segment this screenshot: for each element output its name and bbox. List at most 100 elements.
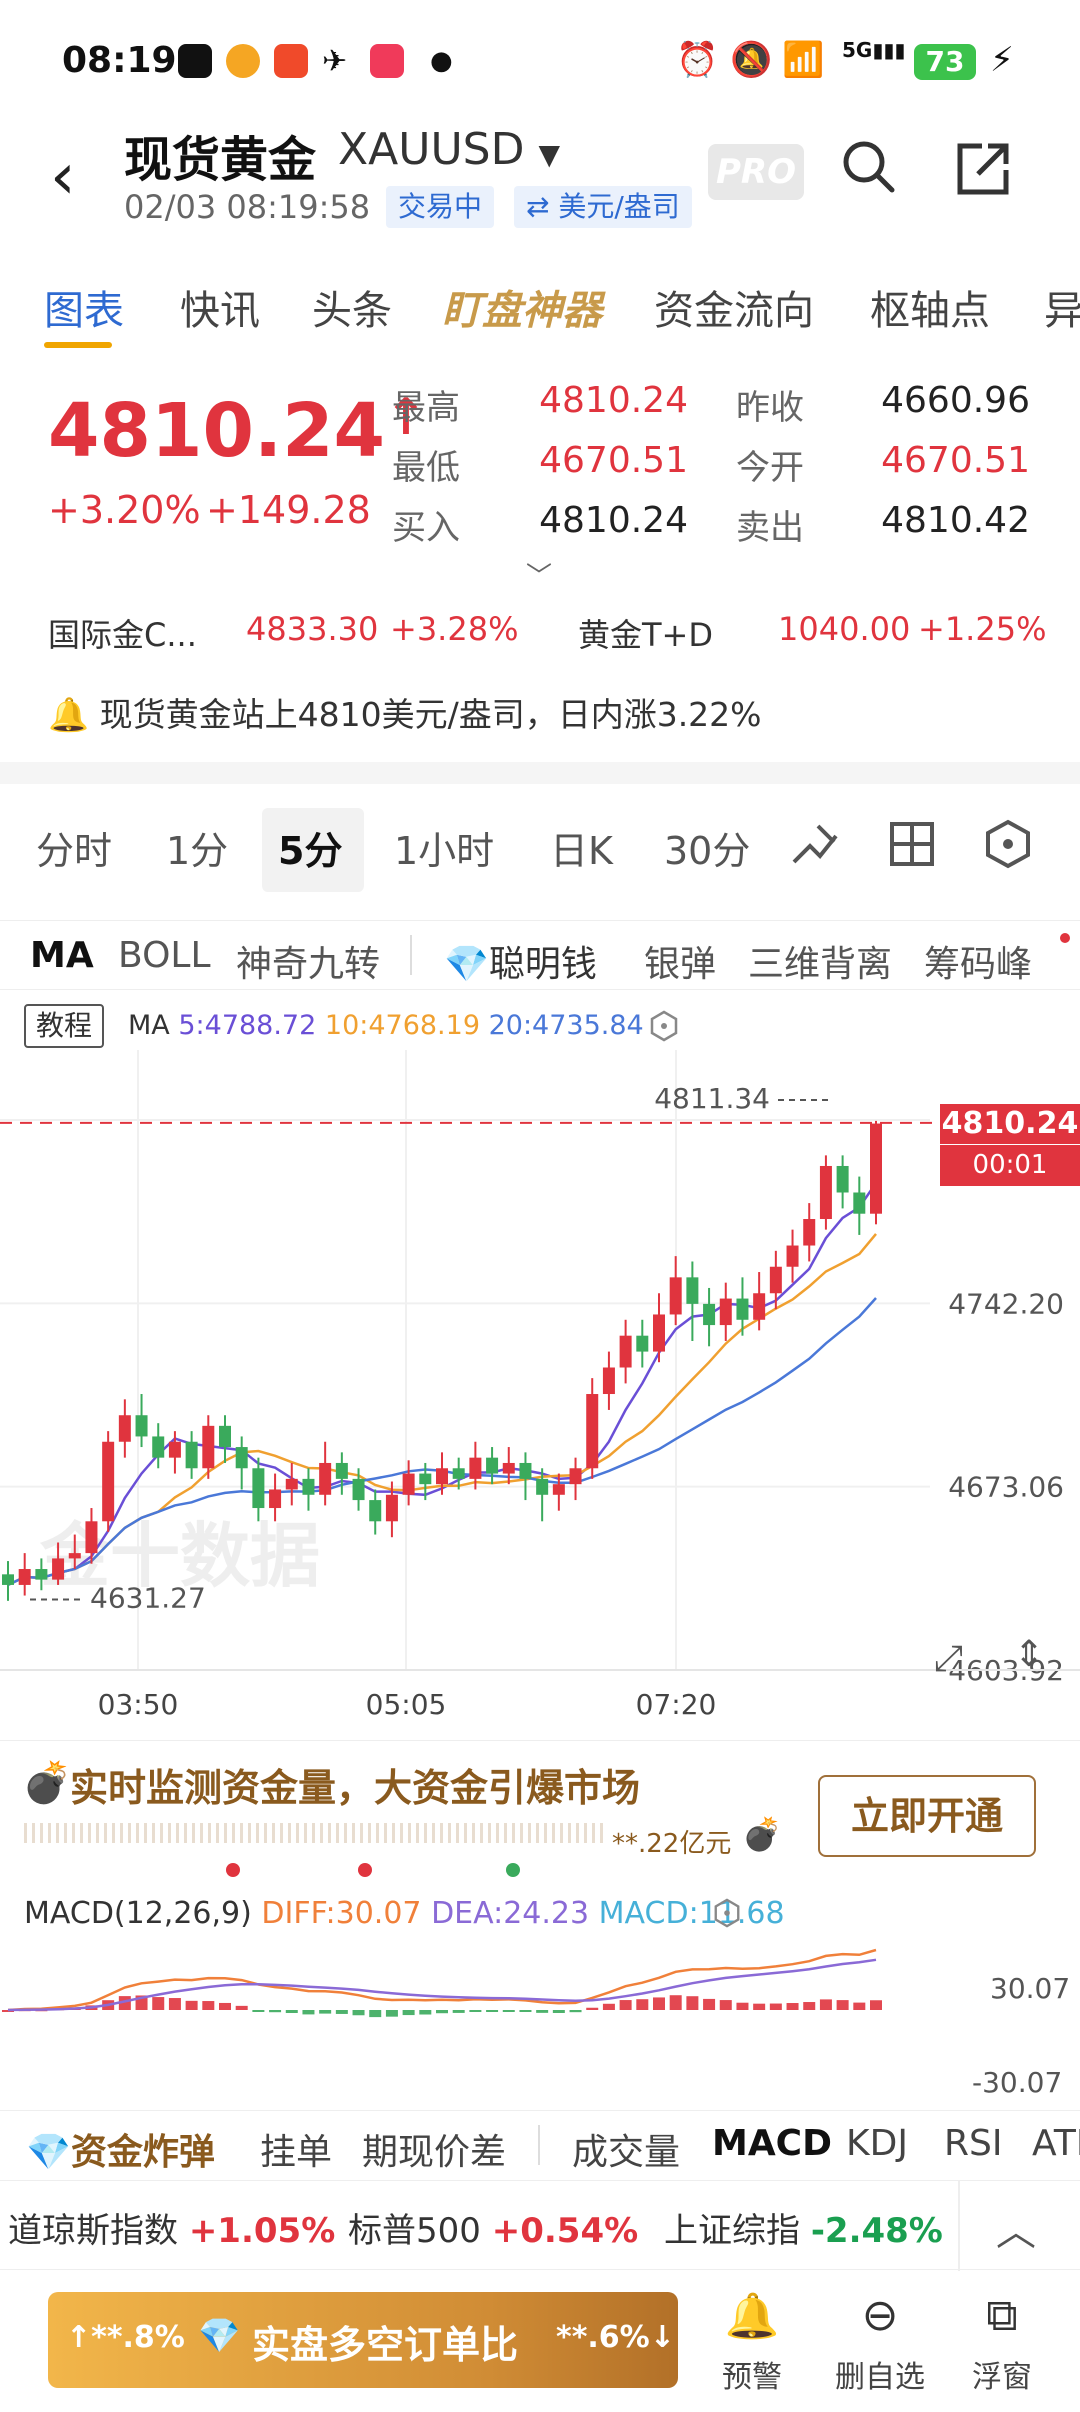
- basketball-app-icon: [226, 44, 260, 78]
- candle-body: [870, 1123, 882, 1214]
- diamond-icon: 💎: [198, 2316, 241, 2356]
- macd-settings-icon[interactable]: [712, 1898, 742, 1932]
- tab-divider: [538, 2125, 540, 2165]
- macd-y-bottom: -30.07: [972, 2066, 1063, 2099]
- ma5-value: 5:4788.72: [178, 1010, 317, 1041]
- candle-body: [319, 1462, 332, 1495]
- ma20-value: 20:4735.84: [488, 1010, 644, 1041]
- sub-tab-atr[interactable]: ATR: [1032, 2123, 1080, 2164]
- nav-float-window[interactable]: ⧉ 浮窗: [952, 2290, 1052, 2396]
- low-label: 最低: [392, 448, 460, 488]
- sub-tab-capital-bomb[interactable]: 💎资金炸弹: [26, 2123, 215, 2175]
- ind-tab-divergence[interactable]: 三维背离: [748, 944, 893, 985]
- macd-bar: [302, 2010, 315, 2015]
- search-icon[interactable]: [838, 136, 900, 202]
- period-tab-1m[interactable]: 1分: [166, 829, 229, 873]
- kline-svg[interactable]: 4811.344742.204673.064603.9203:5005:0507…: [0, 990, 1080, 1740]
- expand-chevron-icon[interactable]: ﹀: [526, 562, 553, 592]
- sub-tab-volume[interactable]: 成交量: [572, 2132, 681, 2173]
- candle-body: [636, 1335, 649, 1352]
- sub-tab-basis[interactable]: 期现价差: [362, 2132, 507, 2173]
- banner-amount: **.22亿元: [612, 1829, 732, 1859]
- capital-monitor-banner[interactable]: 💣 实时监测资金量，大资金引爆市场 **.22亿元 💣 立即开通: [0, 1740, 1080, 1880]
- related1-name[interactable]: 国际金C...: [48, 616, 197, 654]
- related2-name[interactable]: 黄金T+D: [578, 616, 714, 654]
- layout-grid-icon[interactable]: [888, 820, 936, 872]
- candle-body: [803, 1219, 816, 1246]
- tutorial-button[interactable]: 教程: [24, 1004, 104, 1048]
- ma-settings-icon[interactable]: [648, 1010, 680, 1046]
- open-value: 4670.51: [881, 440, 1030, 481]
- macd-bar: [252, 2010, 265, 2012]
- long-ratio: ↑**.8%: [66, 2320, 185, 2355]
- ind-tab-smart-money[interactable]: 💎聪明钱: [444, 935, 597, 987]
- tab-chart[interactable]: 图表: [44, 288, 124, 334]
- ind-tab-td9[interactable]: 神奇九转: [236, 944, 381, 985]
- ind-tab-ma[interactable]: MA: [30, 935, 94, 976]
- alert-bell-icon: 🔔: [724, 2291, 780, 2342]
- collapse-chevron-icon[interactable]: ︿: [996, 2209, 1036, 2255]
- macd-bar: [335, 2010, 348, 2014]
- banner-bomb-small-icon: 💣: [742, 1815, 782, 1853]
- settings-hexagon-icon[interactable]: [982, 818, 1034, 874]
- ind-tab-chip[interactable]: 筹码峰: [924, 944, 1033, 985]
- kline-chart[interactable]: 4811.344742.204673.064603.9203:5005:0507…: [0, 990, 1080, 1740]
- tab-headlines[interactable]: 头条: [312, 288, 392, 334]
- back-icon[interactable]: ‹: [50, 140, 76, 214]
- period-tab-30m[interactable]: 30分: [664, 829, 751, 873]
- pro-button[interactable]: PRO: [708, 144, 804, 200]
- ind-tab-silver-bullet[interactable]: 银弹: [644, 944, 717, 985]
- share-icon[interactable]: [952, 138, 1014, 204]
- vertical-resize-icon[interactable]: ⇕: [1014, 1634, 1045, 1675]
- prev-close-value: 4660.96: [881, 380, 1030, 421]
- banner-dot-2: [358, 1863, 372, 1877]
- macd-dea-line: [7, 1958, 877, 2012]
- tab-flash[interactable]: 快讯: [180, 288, 260, 334]
- macd-bar: [152, 1997, 165, 2010]
- price-alert[interactable]: 🔔 现货黄金站上4810美元/盎司，日内涨3.22%: [48, 688, 762, 736]
- header: ‹ 现货黄金 XAUUSD ▼ 02/03 08:19:58 交易中 ⇄ 美元/…: [0, 120, 1080, 250]
- sub-tab-rsi[interactable]: RSI: [944, 2123, 1003, 2164]
- banner-dot-1: [226, 1863, 240, 1877]
- index-shanghai[interactable]: 上证综指 -2.48%: [664, 2203, 943, 2252]
- sub-tab-orders[interactable]: 挂单: [260, 2132, 333, 2173]
- candle-body: [602, 1367, 615, 1395]
- candle-body: [402, 1473, 415, 1495]
- symbol-selector[interactable]: XAUUSD ▼: [338, 124, 560, 175]
- period-tab-timeshare[interactable]: 分时: [36, 829, 113, 873]
- macd-bar: [469, 2010, 482, 2012]
- alarm-icon: ⏰: [676, 40, 719, 80]
- index-dow[interactable]: 道琼斯指数 +1.05%: [8, 2203, 335, 2252]
- ind-tab-boll[interactable]: BOLL: [118, 935, 211, 976]
- last-price: 4810.24↑: [48, 388, 427, 474]
- open-now-button[interactable]: 立即开通: [818, 1775, 1036, 1857]
- candle-body: [269, 1489, 282, 1509]
- macd-bar: [168, 1998, 181, 2010]
- tab-more[interactable]: 异: [1044, 288, 1080, 334]
- tab-pivot[interactable]: 枢轴点: [870, 288, 990, 334]
- macd-bar: [803, 2002, 816, 2010]
- macd-bar: [436, 2010, 448, 2014]
- candle-body: [385, 1494, 398, 1522]
- sub-tab-macd[interactable]: MACD: [712, 2123, 832, 2164]
- status-time: 08:19: [62, 40, 177, 81]
- index-ticker[interactable]: 道琼斯指数 +1.05% 标普500 +0.54% 上证综指 -2.48% ︿: [0, 2180, 1080, 2271]
- unit-switch[interactable]: ⇄ 美元/盎司: [514, 186, 692, 228]
- order-ratio-button[interactable]: ↑**.8% 💎 实盘多空订单比 **.6%↓: [48, 2292, 678, 2388]
- candle-body: [18, 1569, 31, 1585]
- period-tab-1h[interactable]: 1小时: [394, 829, 495, 873]
- short-ratio: **.6%↓: [556, 2320, 675, 2355]
- tab-capital-flow[interactable]: 资金流向: [654, 288, 814, 334]
- nav-alert[interactable]: 🔔 预警: [702, 2290, 802, 2396]
- minus-circle-icon: ⊖: [861, 2290, 899, 2341]
- draw-tool-icon[interactable]: [788, 818, 842, 876]
- period-tab-daily[interactable]: 日K: [550, 829, 613, 873]
- period-tab-5m[interactable]: 5分: [278, 829, 343, 873]
- diamond-icon: 💎: [444, 944, 489, 985]
- tab-monitor[interactable]: 盯盘神器: [442, 288, 602, 334]
- sub-tab-kdj[interactable]: KDJ: [846, 2123, 908, 2164]
- fullscreen-icon[interactable]: ⤢: [934, 1638, 963, 1679]
- nav-remove-watchlist[interactable]: ⊖ 删自选: [830, 2290, 930, 2396]
- related1-price: 4833.30: [246, 610, 379, 648]
- index-sp500[interactable]: 标普500 +0.54%: [348, 2203, 638, 2252]
